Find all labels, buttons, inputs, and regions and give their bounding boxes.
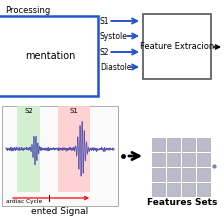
Bar (152, 153, 165, 166)
Bar (197, 183, 210, 196)
Bar (58, 106, 90, 192)
Bar (197, 168, 210, 181)
Bar (2, 106, 118, 206)
Bar (0, 16, 98, 96)
Text: S2: S2 (24, 108, 33, 114)
Bar (182, 153, 195, 166)
Bar (167, 153, 180, 166)
Text: S2: S2 (100, 47, 110, 56)
Text: Features Sets: Features Sets (147, 198, 217, 207)
Bar (182, 168, 195, 181)
Text: ented Signal: ented Signal (31, 207, 89, 216)
Bar (167, 138, 180, 151)
Bar (152, 183, 165, 196)
Text: S1: S1 (70, 108, 78, 114)
Text: Diastole: Diastole (100, 62, 131, 71)
Text: S1: S1 (100, 17, 110, 26)
Bar (167, 183, 180, 196)
Bar (17, 106, 40, 192)
Text: mentation: mentation (25, 51, 75, 61)
Bar (152, 138, 165, 151)
Bar (182, 183, 195, 196)
Bar (167, 168, 180, 181)
Bar (197, 138, 210, 151)
Bar (143, 14, 211, 79)
Text: Systole: Systole (100, 32, 128, 41)
Bar (152, 168, 165, 181)
Text: Feature Extracion: Feature Extracion (140, 42, 214, 51)
Text: Processing: Processing (5, 6, 50, 15)
Text: ardiac Cycle: ardiac Cycle (6, 199, 42, 204)
Bar (197, 153, 210, 166)
Bar (182, 138, 195, 151)
